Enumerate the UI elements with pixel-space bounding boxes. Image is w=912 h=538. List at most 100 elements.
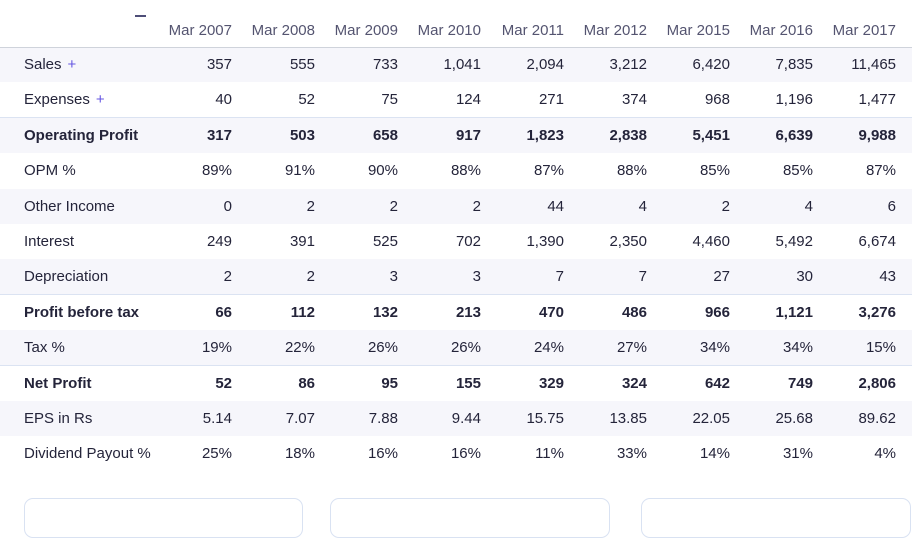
value-cell: 3,212: [609, 56, 647, 74]
row-label: Dividend Payout %: [24, 445, 151, 463]
value-cell: 1,121: [730, 294, 813, 331]
table-row: Operating Profit 317 503 658 917 1,823 2,838 5,…: [0, 117, 912, 154]
value-cell: 702: [455, 233, 481, 251]
value-cell: 470: [481, 294, 564, 331]
value-cell: 642: [647, 365, 730, 401]
table-row: Profit before tax 66 112 132 213 470 486 966 1,1…: [0, 294, 912, 331]
row-label-cell: Expenses +: [0, 82, 149, 117]
value-cell: 2: [472, 197, 481, 215]
column-header-year: Mar 2012: [564, 15, 647, 48]
column-header-year: Mar 2010: [398, 15, 481, 48]
value-cell: 5.14: [202, 410, 232, 428]
value-cell: 86: [232, 365, 315, 401]
value-cell: 91%: [284, 162, 315, 180]
value-cell: 4,460: [692, 233, 730, 251]
value-cell: 3: [472, 268, 481, 286]
row-label: Profit before tax: [24, 304, 140, 322]
expand-row-button[interactable]: +: [95, 91, 105, 109]
value-cell: 26%: [367, 339, 398, 357]
cropped-element-top: [135, 15, 146, 17]
value-cell: 3: [389, 268, 398, 286]
bottom-card-2: [330, 498, 610, 538]
value-cell: 5,451: [647, 117, 730, 154]
value-cell: 85%: [699, 162, 730, 180]
value-cell: 9,988: [813, 117, 912, 154]
value-cell: 52: [298, 91, 315, 109]
value-cell: 1,390: [526, 233, 564, 251]
value-cell: 89.62: [858, 410, 896, 428]
table-row: Sales +357 555 733 1,041 2,094 3,212 6,420 7,835…: [0, 47, 912, 83]
value-cell: 525: [372, 233, 398, 251]
value-cell: 25.68: [775, 410, 813, 428]
value-cell: 9.44: [451, 410, 481, 428]
value-cell: 95: [315, 365, 398, 401]
value-cell: 7.07: [285, 410, 315, 428]
column-header-year: Mar 2011: [481, 15, 564, 48]
value-cell: 15%: [865, 339, 896, 357]
column-header-year: Mar 2009: [315, 15, 398, 48]
bottom-card-1: [24, 498, 303, 538]
table-row: OPM % 89% 91% 90% 88% 87% 88% 85% 85% 87%: [0, 153, 912, 188]
column-header-year: Mar 2015: [647, 15, 730, 48]
row-label: Net Profit: [24, 374, 92, 392]
value-cell: 357: [206, 56, 232, 74]
value-cell: 87%: [865, 162, 896, 180]
value-cell: 658: [315, 117, 398, 154]
row-label-cell: Dividend Payout %: [0, 436, 151, 471]
value-cell: 16%: [367, 445, 398, 463]
row-label-cell: Depreciation: [0, 259, 149, 294]
value-cell: 2,094: [526, 56, 564, 74]
value-cell: 968: [704, 91, 730, 109]
value-cell: 15.75: [526, 410, 564, 428]
value-cell: 486: [564, 294, 647, 331]
value-cell: 40: [215, 91, 232, 109]
row-label-cell: Net Profit: [0, 365, 149, 401]
value-cell: 317: [149, 117, 232, 154]
value-cell: 2,350: [609, 233, 647, 251]
value-cell: 917: [398, 117, 481, 154]
column-header-empty: [0, 15, 149, 48]
row-label: Interest: [24, 233, 75, 251]
value-cell: 87%: [533, 162, 564, 180]
value-cell: 88%: [450, 162, 481, 180]
value-cell: 374: [621, 91, 647, 109]
value-cell: 6,674: [858, 233, 896, 251]
value-cell: 85%: [782, 162, 813, 180]
value-cell: 2: [306, 197, 315, 215]
value-cell: 22.05: [692, 410, 730, 428]
value-cell: 7: [555, 268, 564, 286]
bottom-card-3: [641, 498, 911, 538]
value-cell: 733: [372, 56, 398, 74]
column-header-year: Mar 2016: [730, 15, 813, 48]
value-cell: 24%: [533, 339, 564, 357]
value-cell: 33%: [616, 445, 647, 463]
table-row: Dividend Payout % 25% 18% 16% 16% 11% 33% 14% 31…: [0, 436, 912, 471]
value-cell: 2,806: [813, 365, 912, 401]
row-label: Other Income: [24, 197, 115, 215]
value-cell: 4: [638, 197, 647, 215]
row-label: Tax %: [24, 339, 65, 357]
column-header-year: Mar 2008: [232, 15, 315, 48]
value-cell: 19%: [201, 339, 232, 357]
row-label: OPM %: [24, 162, 76, 180]
value-cell: 27: [713, 268, 730, 286]
table-row: Tax % 19% 22% 26% 26% 24% 27% 34% 34% 15%: [0, 330, 912, 366]
value-cell: 2: [223, 268, 232, 286]
expand-row-button[interactable]: +: [67, 56, 77, 74]
value-cell: 329: [481, 365, 564, 401]
value-cell: 2: [306, 268, 315, 286]
value-cell: 34%: [699, 339, 730, 357]
row-label-cell: Tax %: [0, 330, 149, 365]
value-cell: 75: [381, 91, 398, 109]
value-cell: 749: [730, 365, 813, 401]
value-cell: 25%: [201, 445, 232, 463]
value-cell: 0: [223, 197, 232, 215]
value-cell: 7.88: [368, 410, 398, 428]
row-label: Sales: [24, 56, 62, 74]
value-cell: 391: [289, 233, 315, 251]
table-header: Mar 2007 Mar 2008 Mar 2009 Mar 2010 Mar 2011…: [0, 15, 912, 48]
profit-loss-table: Mar 2007 Mar 2008 Mar 2009 Mar 2010 Mar 2011…: [0, 15, 912, 472]
table-row: Net Profit 52 86 95 155 329 324 642 749 2,806: [0, 365, 912, 401]
value-cell: 155: [398, 365, 481, 401]
value-cell: 5,492: [775, 233, 813, 251]
